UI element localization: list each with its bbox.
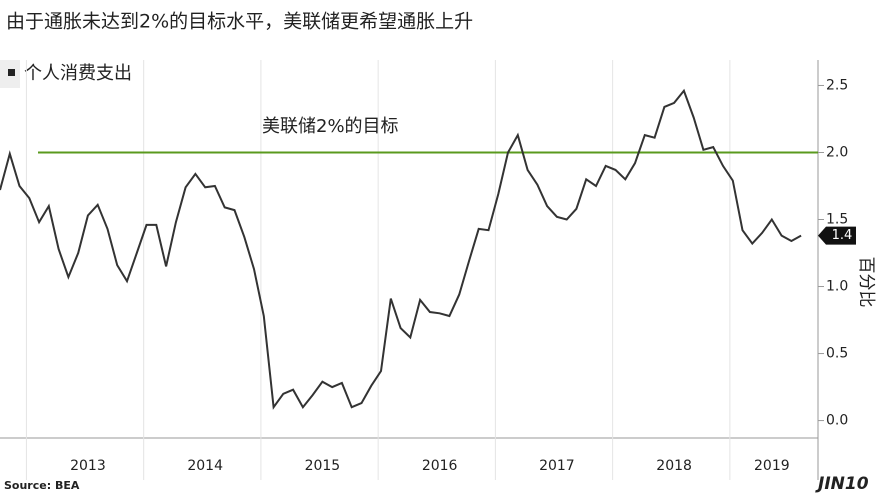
x-tick-label: 2018 xyxy=(656,458,692,474)
y-tick-label: 2.5 xyxy=(826,77,848,93)
x-tick-label: 2017 xyxy=(539,458,575,474)
chart-title: 由于通胀未达到2%的目标水平，美联储更希望通胀上升 xyxy=(6,11,473,33)
y-tick-label: 0.5 xyxy=(826,346,848,362)
y-axis-label: 百分比 xyxy=(856,257,876,308)
source: Source: BEA xyxy=(4,479,80,492)
x-tick-label: 2019 xyxy=(754,458,790,474)
watermark: JIN10 xyxy=(815,474,869,494)
legend-label: 个人消费支出 xyxy=(24,63,132,84)
target-label: 美联储2%的目标 xyxy=(262,116,399,137)
legend-swatch xyxy=(8,69,15,76)
y-tick-label: 0.0 xyxy=(826,413,848,429)
x-tick-label: 2016 xyxy=(422,458,458,474)
x-tick-label: 2015 xyxy=(305,458,341,474)
line xyxy=(0,88,802,410)
last-value-label: 1.4 xyxy=(832,228,853,243)
y-tick-label: 1.0 xyxy=(826,279,848,295)
y-tick-label: 1.5 xyxy=(826,212,848,228)
x-tick-label: 2013 xyxy=(70,458,106,474)
y-tick-label: 2.0 xyxy=(826,144,848,160)
x-tick-label: 2014 xyxy=(187,458,223,474)
last-value-tag xyxy=(818,226,856,245)
